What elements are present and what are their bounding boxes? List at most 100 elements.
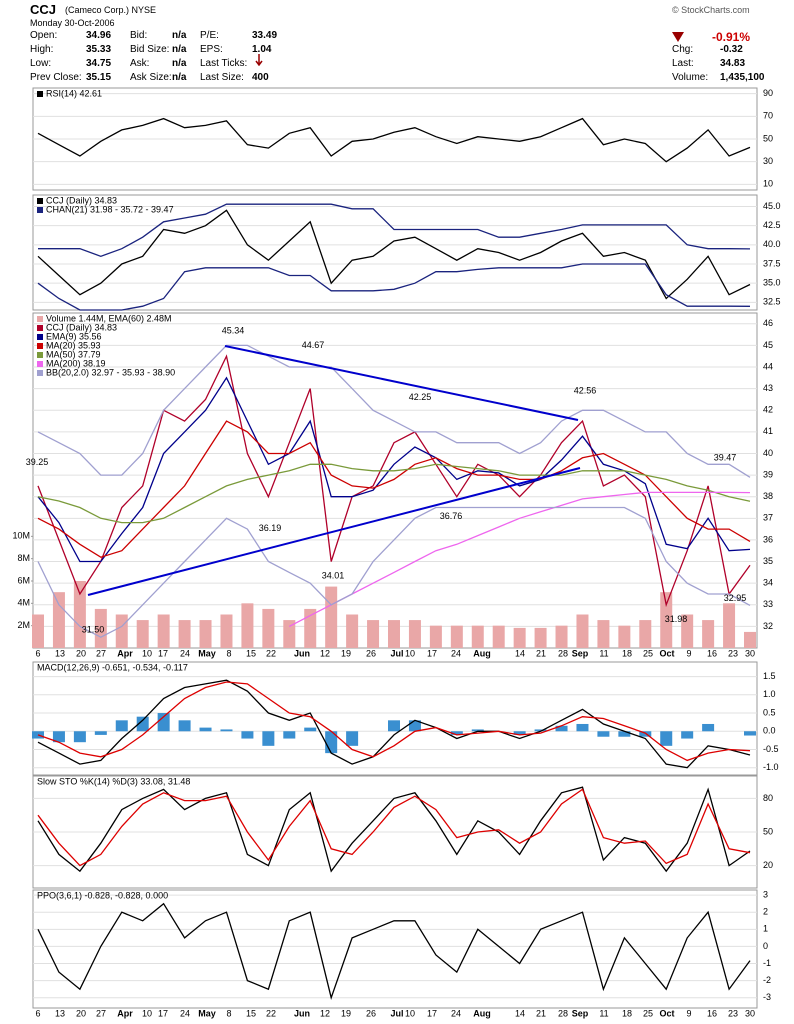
bar <box>534 627 547 648</box>
legend-swatch <box>37 361 43 367</box>
change-pct: -0.91% <box>712 30 751 44</box>
series-line <box>37 344 751 478</box>
legend-swatch <box>37 207 43 213</box>
y-tick-label: 42.5 <box>763 220 781 230</box>
bar <box>534 729 547 732</box>
bar <box>304 727 317 732</box>
y-tick-label: 40.0 <box>763 239 781 249</box>
field-label: EPS: <box>200 44 223 55</box>
bar <box>702 620 715 648</box>
x-tick-label: 26 <box>366 648 376 658</box>
bar <box>136 716 149 732</box>
bar <box>450 731 463 735</box>
x-tick-label: 19 <box>341 1008 351 1018</box>
y-tick-label: 33 <box>763 599 773 609</box>
x-tick-label: 10 <box>405 648 415 658</box>
annotation: 34.01 <box>322 570 345 580</box>
x-tick-label: 14 <box>515 1008 525 1018</box>
bar <box>241 603 254 648</box>
field-label: Last: <box>672 58 694 69</box>
x-tick-label: 10 <box>142 648 152 658</box>
annotation: 32.95 <box>724 593 747 603</box>
field-label: Prev Close: <box>30 72 82 83</box>
series-line <box>37 681 751 762</box>
y2-tick-label: 6M <box>17 575 30 585</box>
legend-swatch <box>37 334 43 340</box>
bar <box>618 731 631 737</box>
y-tick-label: -0.5 <box>763 744 779 754</box>
x-tick-label: May <box>198 1008 216 1018</box>
bar <box>178 620 191 648</box>
panel-title: MACD(12,26,9) -0.651, -0.534, -0.117 <box>37 662 188 672</box>
annotation: 42.56 <box>574 386 597 396</box>
field-label: Volume: <box>672 72 709 83</box>
annotation: 42.25 <box>409 392 432 402</box>
bar <box>73 581 86 648</box>
y-tick-label: 44 <box>763 361 773 371</box>
field-value: 34.83 <box>720 58 746 69</box>
panel-frame <box>32 661 758 776</box>
bar <box>115 720 128 732</box>
x-tick-label: 23 <box>728 1008 738 1018</box>
bar <box>283 731 296 739</box>
y-tick-label: 0 <box>763 941 768 951</box>
field-value: 35.33 <box>86 44 112 55</box>
bar <box>576 723 589 732</box>
legend-swatch <box>37 325 43 331</box>
legend-swatch <box>37 91 43 97</box>
x-tick-label: May <box>198 648 216 658</box>
y-tick-label: 3 <box>763 890 768 900</box>
panel-frame <box>32 312 758 649</box>
field-value: n/a <box>172 72 187 83</box>
legend-swatch <box>37 316 43 322</box>
x-tick-label: 18 <box>622 648 632 658</box>
y-tick-label: 1.5 <box>763 671 776 681</box>
down-icon <box>672 32 684 42</box>
x-tick-label: 22 <box>266 648 276 658</box>
x-tick-label: 24 <box>451 1008 461 1018</box>
x-tick-label: 24 <box>180 1008 190 1018</box>
x-tick-label: 20 <box>76 1008 86 1018</box>
annotation: 39.47 <box>714 452 737 462</box>
bar <box>450 625 463 648</box>
x-tick-label: 25 <box>643 648 653 658</box>
field-value: 34.96 <box>86 30 112 41</box>
series-line <box>37 354 751 608</box>
series-line <box>37 263 751 311</box>
x-tick-label: Aug <box>473 648 491 658</box>
legend-swatch <box>37 370 43 376</box>
x-tick-label: 13 <box>55 648 65 658</box>
x-tick-label: 17 <box>158 1008 168 1018</box>
company: (Cameco Corp.) NYSE <box>65 5 157 15</box>
bar <box>471 729 484 732</box>
x-tick-label: 8 <box>226 648 231 658</box>
x-tick-label: 16 <box>707 648 717 658</box>
bar <box>408 720 421 732</box>
bar <box>702 723 715 732</box>
support-trendline <box>87 467 581 596</box>
bar <box>262 608 275 648</box>
x-tick-label: 16 <box>707 1008 717 1018</box>
annotation: 44.67 <box>302 340 325 350</box>
field-label: Ask: <box>130 58 150 69</box>
bar <box>367 620 380 648</box>
y-tick-label: 50 <box>763 826 773 836</box>
x-tick-label: 6 <box>35 648 40 658</box>
bar <box>639 731 652 737</box>
legend-entry: BB(20,2.0) 32.97 - 35.93 - 38.90 <box>46 367 175 377</box>
x-tick-label: 28 <box>558 1008 568 1018</box>
x-tick-label: 21 <box>536 648 546 658</box>
legend-swatch <box>37 198 43 204</box>
x-tick-label: Jul <box>390 1008 403 1018</box>
x-tick-label: 14 <box>515 648 525 658</box>
panel-frame <box>32 194 758 311</box>
y2-tick-label: 2M <box>17 620 30 630</box>
bar <box>513 627 526 648</box>
bar <box>388 720 400 732</box>
field-value: 34.75 <box>86 58 112 69</box>
series-line <box>37 376 751 563</box>
x-tick-label: 26 <box>366 1008 376 1018</box>
legend-swatch <box>37 352 43 358</box>
x-tick-label: 12 <box>320 648 330 658</box>
